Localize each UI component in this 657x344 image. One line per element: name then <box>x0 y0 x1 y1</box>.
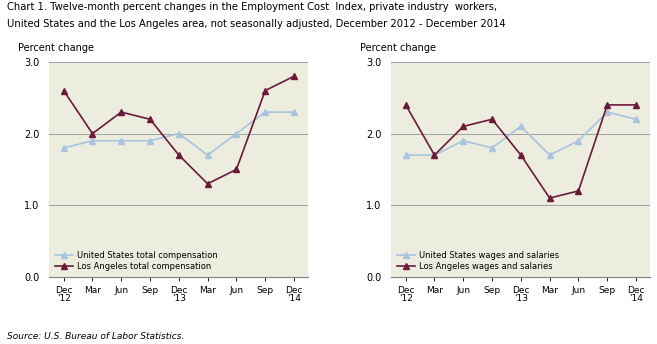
Legend: United States total compensation, Los Angeles total compensation: United States total compensation, Los An… <box>53 249 219 273</box>
Los Angeles total compensation <box>118 110 125 114</box>
Los Angeles total compensation <box>60 88 68 93</box>
Los Angeles wages and salaries <box>459 125 467 129</box>
Text: Percent change: Percent change <box>18 43 94 53</box>
United States wages and salaries <box>488 146 496 150</box>
Los Angeles wages and salaries <box>488 117 496 121</box>
Legend: United States wages and salaries, Los Angeles wages and salaries: United States wages and salaries, Los An… <box>396 249 560 273</box>
United States total compensation <box>204 153 212 157</box>
United States wages and salaries <box>574 139 582 143</box>
Line: United States total compensation: United States total compensation <box>61 109 297 158</box>
United States total compensation <box>290 110 298 114</box>
United States wages and salaries <box>517 125 525 129</box>
Los Angeles total compensation <box>146 117 154 121</box>
United States wages and salaries <box>430 153 438 157</box>
Los Angeles wages and salaries <box>632 103 640 107</box>
United States total compensation <box>175 131 183 136</box>
United States wages and salaries <box>546 153 554 157</box>
Los Angeles wages and salaries <box>430 153 438 157</box>
United States total compensation <box>146 139 154 143</box>
Text: United States and the Los Angeles area, not seasonally adjusted, December 2012 -: United States and the Los Angeles area, … <box>7 19 505 29</box>
Los Angeles total compensation <box>261 88 269 93</box>
United States wages and salaries <box>402 153 410 157</box>
United States wages and salaries <box>632 117 640 121</box>
Los Angeles total compensation <box>290 74 298 78</box>
Text: Percent change: Percent change <box>360 43 436 53</box>
Line: United States wages and salaries: United States wages and salaries <box>403 109 639 158</box>
United States total compensation <box>118 139 125 143</box>
United States wages and salaries <box>459 139 467 143</box>
Los Angeles total compensation <box>204 182 212 186</box>
Los Angeles total compensation <box>89 131 97 136</box>
United States total compensation <box>60 146 68 150</box>
Los Angeles wages and salaries <box>402 103 410 107</box>
Line: Los Angeles total compensation: Los Angeles total compensation <box>61 74 297 186</box>
Los Angeles wages and salaries <box>546 196 554 200</box>
Line: Los Angeles wages and salaries: Los Angeles wages and salaries <box>403 102 639 201</box>
Text: Source: U.S. Bureau of Labor Statistics.: Source: U.S. Bureau of Labor Statistics. <box>7 332 184 341</box>
United States total compensation <box>89 139 97 143</box>
Los Angeles total compensation <box>175 153 183 157</box>
Los Angeles wages and salaries <box>517 153 525 157</box>
Los Angeles total compensation <box>233 168 240 172</box>
United States wages and salaries <box>603 110 611 114</box>
United States total compensation <box>233 131 240 136</box>
Los Angeles wages and salaries <box>574 189 582 193</box>
United States total compensation <box>261 110 269 114</box>
Los Angeles wages and salaries <box>603 103 611 107</box>
Text: Chart 1. Twelve-month percent changes in the Employment Cost  Index, private ind: Chart 1. Twelve-month percent changes in… <box>7 2 497 12</box>
